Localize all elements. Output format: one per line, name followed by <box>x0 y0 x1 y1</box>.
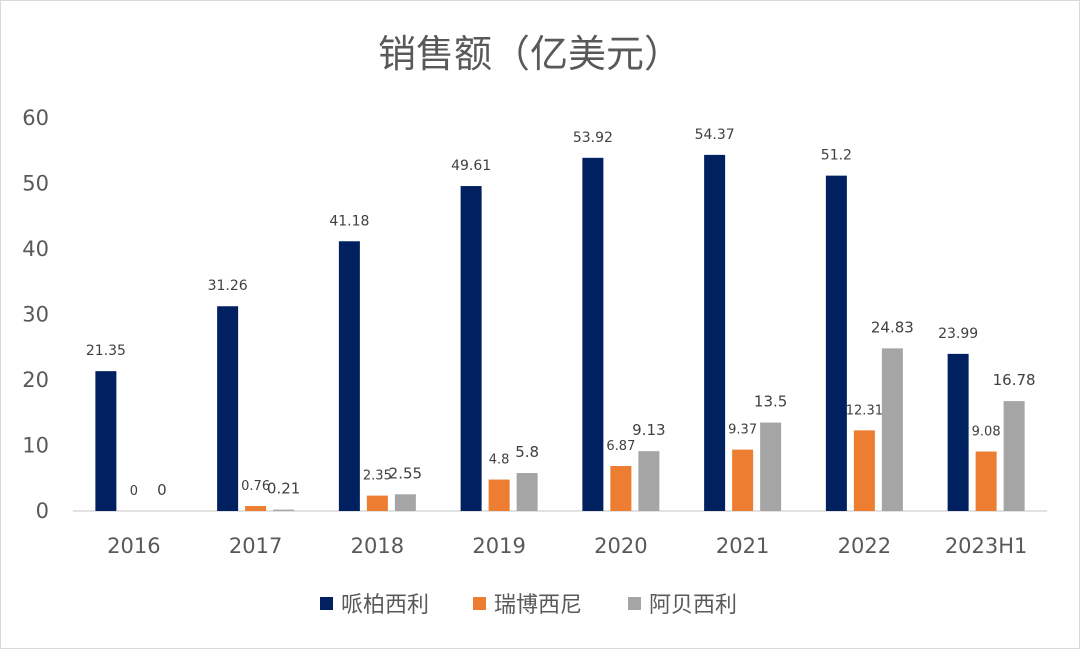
y-tick-label: 40 <box>22 237 49 261</box>
bar-series-2 <box>853 430 875 511</box>
bars <box>95 154 1025 511</box>
data-label: 9.37 <box>728 423 757 438</box>
data-label: 23.99 <box>938 326 978 342</box>
data-label: 9.08 <box>972 425 1001 440</box>
x-tick-label: 2023H1 <box>945 534 1028 558</box>
value-labels: 21.35 31.26 41.18 49.61 53.92 54.37 51.2 23.99 0… <box>86 127 1036 499</box>
bar-series-3 <box>760 422 782 511</box>
data-label: 31.26 <box>208 278 248 294</box>
data-label: 41.18 <box>329 213 369 229</box>
data-label: 51.2 <box>821 148 852 164</box>
data-label: 0 <box>130 484 138 499</box>
bar-series-3 <box>516 473 538 511</box>
bar-series-1 <box>338 241 360 511</box>
data-label: 53.92 <box>573 130 613 146</box>
data-label: 13.5 <box>754 393 787 411</box>
bar-series-1 <box>217 306 239 511</box>
bar-series-2 <box>488 479 510 511</box>
bar-series-2 <box>732 449 754 511</box>
y-tick-label: 20 <box>22 368 49 392</box>
legend-label: 阿贝西利 <box>649 593 737 618</box>
data-label: 5.8 <box>515 443 539 461</box>
bar-series-1 <box>947 353 969 511</box>
bar-series-2 <box>366 495 388 511</box>
x-tick-label: 2019 <box>472 534 525 558</box>
legend: 哌柏西利 瑞博西尼 阿贝西利 <box>320 593 737 618</box>
data-label: 0.76 <box>241 479 270 494</box>
bar-series-2 <box>975 451 997 511</box>
data-label: 24.83 <box>871 318 914 336</box>
y-tick-label: 60 <box>22 106 49 130</box>
bar-series-3 <box>1003 401 1025 511</box>
data-label: 49.61 <box>451 158 491 174</box>
chart-title: 销售额（亿美元） <box>378 32 682 76</box>
x-tick-label: 2017 <box>229 534 282 558</box>
legend-swatch <box>473 597 486 610</box>
data-label: 2.55 <box>389 464 422 482</box>
data-label: 54.37 <box>695 127 735 143</box>
legend-label: 瑞博西尼 <box>494 593 582 618</box>
bar-series-2 <box>245 506 267 511</box>
x-tick-label: 2021 <box>716 534 769 558</box>
data-label: 21.35 <box>86 343 126 359</box>
data-label: 16.78 <box>993 371 1036 389</box>
legend-swatch <box>628 597 641 610</box>
bar-series-3 <box>638 451 660 511</box>
x-tick-label: 2018 <box>351 534 404 558</box>
bar-series-3 <box>273 509 295 511</box>
bar-series-3 <box>394 494 416 511</box>
x-tick-label: 2020 <box>594 534 647 558</box>
bar-series-1 <box>582 157 604 511</box>
y-tick-label: 0 <box>36 499 49 523</box>
data-label: 4.8 <box>489 453 510 468</box>
bar-series-1 <box>460 186 482 511</box>
y-tick-label: 30 <box>22 303 49 327</box>
legend-label: 哌柏西利 <box>341 593 429 618</box>
data-label: 6.87 <box>606 439 635 454</box>
y-tick-label: 50 <box>22 172 49 196</box>
data-label: 0.21 <box>267 480 300 498</box>
data-label: 0 <box>157 481 167 499</box>
data-label: 12.31 <box>846 403 883 418</box>
y-tick-label: 10 <box>22 434 49 458</box>
x-axis: 2016 2017 2018 2019 2020 2021 2022 2023H1 <box>73 510 1047 558</box>
bar-series-1 <box>95 371 117 511</box>
bar-series-1 <box>825 175 847 511</box>
x-tick-label: 2022 <box>838 534 891 558</box>
bar-series-3 <box>881 348 903 511</box>
legend-swatch <box>320 597 333 610</box>
y-axis: 0 10 20 30 40 50 60 <box>22 106 49 523</box>
data-label: 9.13 <box>632 421 665 439</box>
bar-series-1 <box>704 154 726 511</box>
data-label: 2.35 <box>363 469 392 484</box>
bar-series-2 <box>610 466 632 511</box>
x-tick-label: 2016 <box>107 534 160 558</box>
